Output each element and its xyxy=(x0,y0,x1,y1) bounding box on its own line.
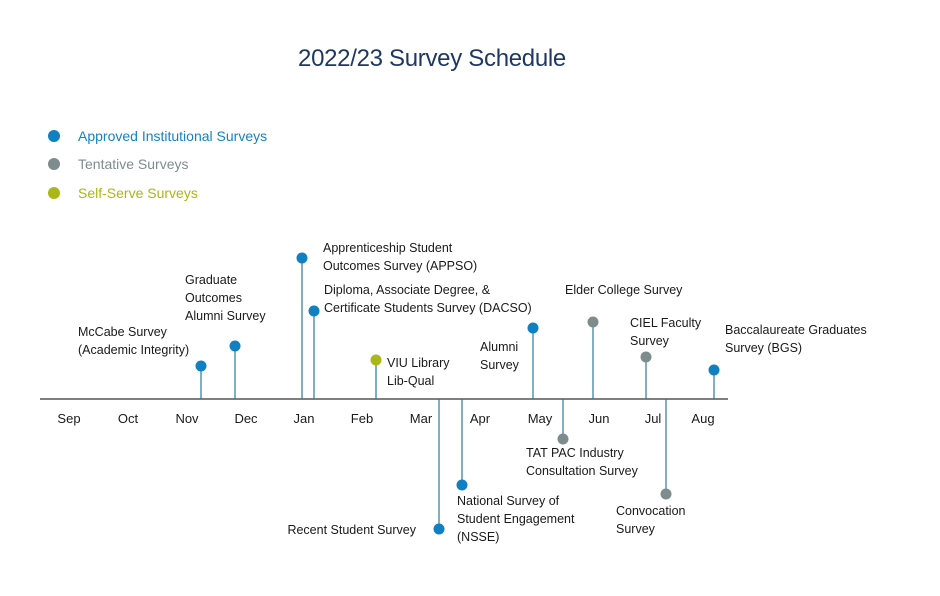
month-label-apr: Apr xyxy=(470,411,491,426)
dacso-survey-label: Diploma, Associate Degree, & Certificate … xyxy=(324,283,532,315)
dacso-survey-label-line: Diploma, Associate Degree, & xyxy=(324,283,491,297)
appso-survey-label-line: Apprenticeship Student xyxy=(323,241,453,255)
viu-library-libqual-label-line: VIU Library xyxy=(387,356,450,370)
alumni-survey-label-line: Alumni xyxy=(480,340,518,354)
viu-library-libqual-label: VIU Library Lib-Qual xyxy=(387,356,450,388)
month-label-mar: Mar xyxy=(410,411,433,426)
elder-college-survey-label-line: Elder College Survey xyxy=(565,283,683,297)
legend-marker-approved xyxy=(48,130,60,142)
legend-marker-self-serve xyxy=(48,187,60,199)
convocation-survey-label-line: Survey xyxy=(616,522,656,536)
legend-item-tentative: Tentative Surveys xyxy=(48,154,189,174)
recent-student-survey-marker xyxy=(433,523,445,535)
graduate-outcomes-alumni-survey-label: Graduate Outcomes Alumni Survey xyxy=(185,273,266,323)
legend-label-approved: Approved Institutional Surveys xyxy=(78,128,268,144)
legend-item-approved: Approved Institutional Surveys xyxy=(48,126,267,146)
baccalaureate-graduates-survey-marker xyxy=(708,364,720,376)
baccalaureate-graduates-survey-label: Baccalaureate Graduates Survey (BGS) xyxy=(725,323,867,355)
month-label-nov: Nov xyxy=(175,411,199,426)
elder-college-survey-marker xyxy=(587,316,599,328)
alumni-survey-label-line: Survey xyxy=(480,358,520,372)
viu-library-libqual-marker xyxy=(370,354,382,366)
legend-label-self-serve: Self-Serve Surveys xyxy=(78,185,198,201)
convocation-survey-marker xyxy=(660,488,672,500)
month-label-aug: Aug xyxy=(691,411,714,426)
alumni-survey-marker xyxy=(527,322,539,334)
mccabe-survey-label: McCabe Survey (Academic Integrity) xyxy=(78,325,189,357)
month-label-may: May xyxy=(528,411,553,426)
month-label-dec: Dec xyxy=(234,411,258,426)
elder-college-survey-label: Elder College Survey xyxy=(565,283,683,297)
nsse-survey-label-line: (NSSE) xyxy=(457,530,499,544)
mccabe-survey-label-line: (Academic Integrity) xyxy=(78,343,189,357)
legend-label-tentative: Tentative Surveys xyxy=(78,156,189,172)
appso-survey-label-line: Outcomes Survey (APPSO) xyxy=(323,259,477,273)
tat-pac-industry-survey-label: TAT PAC Industry Consultation Survey xyxy=(526,446,639,478)
convocation-survey-label-line: Convocation xyxy=(616,504,686,518)
dacso-survey-label-line: Certificate Students Survey (DACSO) xyxy=(324,301,532,315)
month-label-jun: Jun xyxy=(589,411,610,426)
mccabe-survey-marker xyxy=(195,360,207,372)
graduate-outcomes-alumni-survey-marker xyxy=(229,340,241,352)
month-label-jan: Jan xyxy=(294,411,315,426)
baccalaureate-graduates-survey-label-line: Survey (BGS) xyxy=(725,341,802,355)
month-label-jul: Jul xyxy=(645,411,662,426)
nsse-survey-label-line: National Survey of xyxy=(457,494,560,508)
nsse-survey-marker xyxy=(456,479,468,491)
recent-student-survey-label-line: Recent Student Survey xyxy=(287,523,416,537)
tat-pac-industry-survey-label-line: TAT PAC Industry xyxy=(526,446,624,460)
month-label-sep: Sep xyxy=(57,411,80,426)
ciel-faculty-survey-label-line: Survey xyxy=(630,334,670,348)
legend-marker-tentative xyxy=(48,158,60,170)
ciel-faculty-survey-label-line: CIEL Faculty xyxy=(630,316,702,330)
month-label-oct: Oct xyxy=(118,411,139,426)
month-label-feb: Feb xyxy=(351,411,373,426)
tat-pac-industry-survey-marker xyxy=(557,433,569,445)
mccabe-survey-label-line: McCabe Survey xyxy=(78,325,168,339)
appso-survey-label: Apprenticeship Student Outcomes Survey (A… xyxy=(323,241,477,273)
appso-survey-marker xyxy=(296,252,308,264)
nsse-survey-label: National Survey of Student Engagement (NSS… xyxy=(457,494,575,544)
baccalaureate-graduates-survey-label-line: Baccalaureate Graduates xyxy=(725,323,867,337)
tat-pac-industry-survey-label-line: Consultation Survey xyxy=(526,464,639,478)
viu-library-libqual-label-line: Lib-Qual xyxy=(387,374,434,388)
ciel-faculty-survey-label: CIEL Faculty Survey xyxy=(630,316,702,348)
nsse-survey-label-line: Student Engagement xyxy=(457,512,575,526)
alumni-survey-label: Alumni Survey xyxy=(480,340,520,372)
graduate-outcomes-alumni-survey-label-line: Outcomes xyxy=(185,291,242,305)
graduate-outcomes-alumni-survey-label-line: Alumni Survey xyxy=(185,309,266,323)
recent-student-survey-label: Recent Student Survey xyxy=(287,523,416,537)
legend-item-self-serve: Self-Serve Surveys xyxy=(48,183,198,203)
convocation-survey-label: Convocation Survey xyxy=(616,504,686,536)
graduate-outcomes-alumni-survey-label-line: Graduate xyxy=(185,273,237,287)
dacso-survey-marker xyxy=(308,305,320,317)
ciel-faculty-survey-marker xyxy=(640,351,652,363)
page-title: 2022/23 Survey Schedule xyxy=(298,45,566,72)
